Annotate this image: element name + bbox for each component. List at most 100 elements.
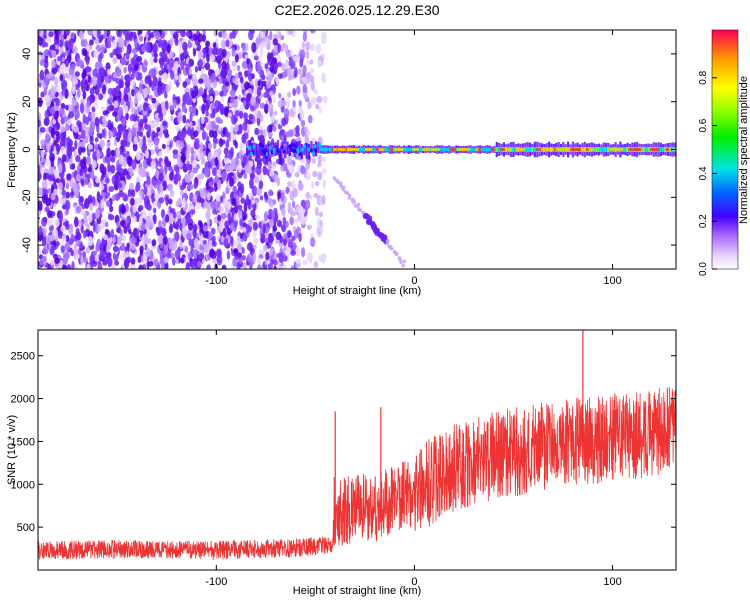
noise-blob xyxy=(72,84,76,95)
noise-blob xyxy=(249,160,254,168)
noise-blob xyxy=(112,194,116,202)
carrier-core xyxy=(664,147,667,152)
noise-blob xyxy=(295,246,301,257)
noise-blob xyxy=(107,87,114,95)
carrier-peak xyxy=(572,148,581,151)
noise-blob xyxy=(242,261,247,269)
noise-blob xyxy=(139,64,143,70)
noise-blob xyxy=(277,73,283,79)
noise-blob xyxy=(317,59,322,68)
noise-blob xyxy=(182,178,186,190)
noise-blob xyxy=(206,52,210,63)
noise-blob xyxy=(221,60,227,70)
noise-blob xyxy=(99,242,104,249)
noise-blob xyxy=(226,250,231,260)
carrier-speck xyxy=(311,151,315,156)
noise-blob xyxy=(182,197,186,208)
noise-blob xyxy=(60,225,66,233)
trace-blob xyxy=(355,204,360,208)
trace-blob xyxy=(385,239,390,243)
noise-blob xyxy=(168,57,175,67)
noise-blob xyxy=(89,39,94,46)
carrier-speck xyxy=(292,148,296,153)
noise-blob xyxy=(211,167,217,177)
noise-blob xyxy=(95,208,101,219)
noise-blob xyxy=(107,162,111,173)
noise-blob xyxy=(116,221,121,228)
noise-blob xyxy=(154,146,159,154)
noise-blob xyxy=(306,171,311,181)
noise-blob xyxy=(100,198,105,209)
noise-blob xyxy=(220,213,227,220)
carrier-peak xyxy=(393,148,400,151)
carrier-halo xyxy=(246,147,249,156)
carrier-core xyxy=(640,147,643,152)
noise-blob xyxy=(317,154,323,164)
carrier-core xyxy=(388,147,391,152)
noise-blob xyxy=(269,30,273,41)
carrier-speck xyxy=(247,145,251,150)
noise-blob xyxy=(111,263,116,269)
spectrogram-xlabel: Height of straight line (km) xyxy=(293,285,421,297)
noise-blob xyxy=(46,35,52,44)
noise-blob xyxy=(194,65,199,73)
noise-blob xyxy=(306,252,313,262)
noise-blob xyxy=(149,68,155,78)
noise-blob xyxy=(152,201,157,207)
carrier-speck xyxy=(258,142,262,147)
noise-blob xyxy=(186,163,192,171)
noise-blob xyxy=(299,49,306,60)
noise-blob xyxy=(214,156,219,167)
noise-blob xyxy=(172,153,179,159)
noise-blob xyxy=(153,57,158,63)
noise-blob xyxy=(68,238,74,246)
noise-blob xyxy=(239,217,244,227)
noise-blob xyxy=(196,260,202,268)
noise-blob xyxy=(38,265,41,269)
noise-blob xyxy=(159,191,164,198)
noise-blob xyxy=(159,252,164,260)
noise-blob xyxy=(252,221,259,231)
noise-blob xyxy=(304,126,308,134)
noise-blob xyxy=(302,31,307,42)
noise-blob xyxy=(144,123,149,130)
noise-blob xyxy=(307,101,312,110)
noise-blob xyxy=(127,131,133,143)
carrier-peak xyxy=(389,148,394,151)
noise-blob xyxy=(190,146,195,155)
noise-blob xyxy=(256,257,262,265)
noise-blob xyxy=(269,62,274,73)
noise-blob xyxy=(177,113,183,124)
noise-blob xyxy=(189,209,196,215)
noise-blob xyxy=(273,251,277,261)
snr-xlabel: Height of straight line (km) xyxy=(293,585,421,597)
carrier-peak xyxy=(570,148,575,151)
noise-blob xyxy=(40,91,45,98)
colorbar-tick-label: 0.0 xyxy=(698,262,709,276)
carrier-core xyxy=(497,147,500,152)
noise-blob xyxy=(313,193,319,199)
noise-blob xyxy=(38,187,42,196)
noise-blob xyxy=(178,73,182,85)
noise-blob xyxy=(303,94,309,101)
noise-blob xyxy=(38,111,42,121)
noise-blob xyxy=(80,129,86,139)
carrier-core xyxy=(595,147,598,152)
noise-blob xyxy=(199,150,205,160)
noise-blob xyxy=(318,254,323,262)
noise-blob xyxy=(217,214,222,222)
noise-blob xyxy=(64,199,71,211)
noise-blob xyxy=(290,249,297,256)
noise-blob xyxy=(123,227,128,234)
y-tick-label: 0 xyxy=(21,146,33,152)
noise-blob xyxy=(316,95,323,104)
trace-blob xyxy=(345,191,350,195)
noise-blob xyxy=(80,147,86,153)
noise-blob xyxy=(309,59,314,65)
carrier-core xyxy=(407,147,410,152)
noise-blob xyxy=(89,87,95,96)
noise-blob xyxy=(76,88,81,98)
noise-blob xyxy=(106,147,111,158)
noise-blob xyxy=(122,194,129,202)
noise-blob xyxy=(186,144,191,152)
